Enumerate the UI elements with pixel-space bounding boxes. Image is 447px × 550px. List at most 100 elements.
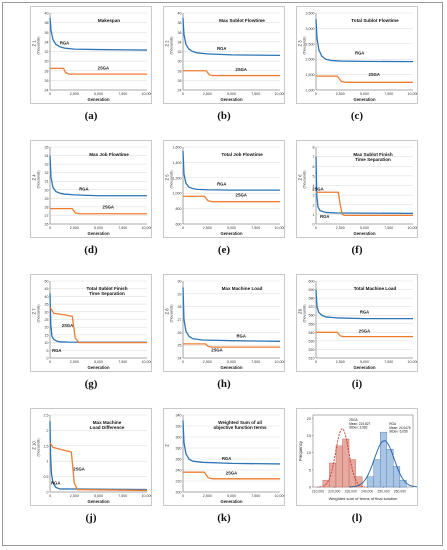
chart-panel-i: 510 520 530 540 550 560 570 580 590 600 0 2,500 5,00… (296, 274, 418, 372)
chart-title: Max Machine Load (222, 286, 263, 291)
y-tick-label: 520 (309, 348, 315, 352)
chart-svg: 0 5 10 15 20 210,000 220,000 230,000 240,000 250,… (298, 414, 417, 501)
chart-panel-b: 24 26 28 30 32 34 36 38 40 0 2,500 5,000 7,500 10,000… (163, 6, 285, 104)
x-tick-label: 2,500 (336, 226, 345, 230)
x-tick-label: 0 (49, 226, 51, 230)
chart-title: Total Sublot Flowtime (351, 18, 399, 23)
x-tick-label: 230,000 (345, 490, 357, 494)
series-line-2sga (50, 207, 147, 215)
series-line-2sga (183, 343, 280, 348)
x-axis-label: Generation (353, 231, 376, 236)
panel-label: (h) (217, 378, 231, 390)
y-tick-label: 31 (45, 180, 49, 184)
y-tick-label: 200 (176, 491, 182, 495)
x-tick-label: 5,000 (94, 360, 103, 364)
chart-svg: 24 26 28 30 32 34 36 38 40 0 2,500 5,000 7,500 10,000… (32, 12, 152, 103)
y-tick-label: 5 (309, 468, 311, 472)
normal-fit-curve (349, 440, 417, 488)
series-label: RGA (320, 214, 329, 219)
y-tick-label: 540 (309, 331, 315, 335)
chart-title: Total Machine Load (354, 286, 397, 291)
series-label: 2SGA (235, 192, 246, 197)
chart-title-line: Weighted Sum of all (218, 420, 262, 425)
x-tick-label: 7,500 (251, 226, 260, 230)
x-tick-label: 5,000 (360, 226, 369, 230)
x-tick-label: 5,000 (94, 494, 103, 498)
x-axis-label: Weighted sum of terms of final solution (329, 496, 398, 501)
y-tick-label: 45 (45, 287, 49, 291)
x-tick-label: 220,000 (328, 490, 340, 494)
y-tick-label: 35 (45, 303, 49, 307)
series-label: RGA (217, 46, 226, 51)
x-tick-label: 10,000 (275, 494, 285, 498)
chart-title: Makespan (98, 18, 120, 23)
series-label: 2SGA (359, 328, 370, 333)
series-label: RGA (51, 480, 60, 485)
series-label: 2SGA (226, 470, 237, 475)
y-tick-label: 26 (178, 79, 182, 83)
y-axis-unit: (thousands) (303, 305, 307, 323)
y-tick-label: 28 (178, 69, 182, 73)
y-tick-label: 26 (178, 331, 182, 335)
y-tick-label: 0 (47, 491, 49, 495)
x-tick-label: 0 (315, 92, 317, 96)
y-tick-label: 1,000 (173, 192, 182, 196)
x-tick-label: 2,500 (70, 226, 79, 230)
y-tick-label: 30 (45, 188, 49, 192)
chart-svg: 200 220 240 260 280 300 320 340 0 2,500 5,000 7,500… (165, 414, 285, 505)
y-tick-label: 30 (45, 310, 49, 314)
chart-panel-a: 24 26 28 30 32 34 36 38 40 0 2,500 5,000 7,500 10,000… (30, 6, 152, 104)
x-tick-label: 7,500 (118, 92, 127, 96)
x-tick-label: 2,500 (70, 360, 79, 364)
chart-title-line: objective function terms (213, 425, 267, 430)
chart-svg: 01234567802,5005,0007,50010,000Generatio… (298, 146, 418, 237)
series-line-rga (182, 17, 281, 56)
y-axis-label: Z 3 (298, 40, 303, 47)
y-tick-label: 580 (309, 297, 315, 301)
x-tick-label: 7,500 (118, 494, 127, 498)
y-tick-label: 50 (45, 280, 49, 284)
chart-panel-k: 200 220 240 260 280 300 320 340 0 2,500 5,000 7,500… (163, 408, 285, 506)
y-tick-label: 40 (45, 12, 49, 16)
y-tick-label: 6 (313, 165, 315, 169)
y-tick-label: 28 (45, 69, 49, 73)
y-tick-label: 15 (45, 333, 49, 337)
y-axis-label: Z 2 (165, 40, 170, 47)
y-tick-label: 32 (45, 171, 49, 175)
y-tick-label: 1,500 (306, 73, 315, 77)
x-tick-label: 10,000 (142, 226, 152, 230)
series-label: 2SGA (73, 466, 84, 471)
series-line-rga (182, 420, 281, 465)
y-tick-label: 24 (45, 89, 49, 93)
chart-panel-h: 24 25 26 27 28 29 30 0 2,500 5,000 7,500 10,000 Gene… (163, 274, 285, 372)
y-tick-label: 3,500 (306, 12, 315, 16)
chart-svg: 26 27 28 29 30 31 32 33 34 35 0 2,500 5,000 7,500 10,0… (32, 146, 152, 237)
y-tick-label: 340 (176, 414, 182, 418)
chart-title-line: Max Sublot Finish (353, 152, 392, 157)
y-tick-label: 32 (178, 50, 182, 54)
y-tick-label: 40 (45, 295, 49, 299)
x-tick-label: 7,500 (251, 494, 260, 498)
series-line-rga (315, 156, 414, 215)
y-axis-label: Z 4 (32, 174, 37, 181)
y-axis-label: Z 1 (32, 40, 37, 47)
series-label: RGA (60, 40, 69, 45)
y-tick-label: 2 (313, 203, 315, 207)
y-tick-label: 28 (178, 305, 182, 309)
x-axis-label: Generation (220, 231, 243, 236)
y-tick-label: 10 (307, 451, 311, 455)
series-label: RGA (360, 310, 369, 315)
y-tick-label: 1,000 (306, 89, 315, 93)
stat-legend-line: StDev: 6,056 (389, 430, 408, 434)
x-tick-label: 10,000 (142, 494, 152, 498)
histogram-bar-rga (380, 431, 387, 488)
series-line-2sga (49, 306, 147, 344)
x-tick-label: 0 (182, 494, 184, 498)
y-tick-label: 2.5 (44, 414, 49, 418)
chart-panel-e: 600 800 1,000 1,200 1,400 1,600 0 2,500 5,000 7,5… (163, 140, 285, 238)
panel-label: (g) (84, 378, 98, 390)
x-tick-label: 2,500 (203, 226, 212, 230)
y-tick-label: 38 (45, 21, 49, 25)
y-tick-label: 24 (178, 357, 182, 361)
